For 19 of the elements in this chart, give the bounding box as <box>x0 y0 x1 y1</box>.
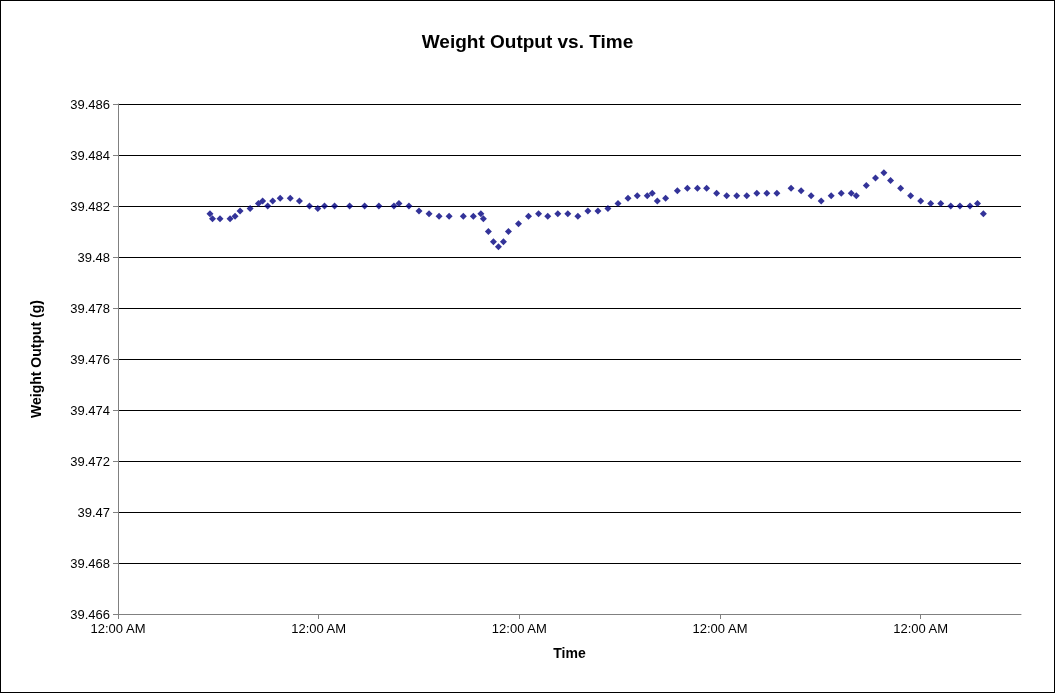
y-tick-label: 39.468 <box>70 555 110 571</box>
x-tick-label: 12:00 AM <box>893 621 949 636</box>
y-tick-label: 39.482 <box>70 198 110 214</box>
y-tick-label: 39.474 <box>70 402 110 418</box>
x-axis-title: Time <box>553 645 586 661</box>
chart-title: Weight Output vs. Time <box>421 31 634 52</box>
y-axis-title: Weight Output (g) <box>28 300 44 418</box>
x-tick-label: 12:00 AM <box>90 621 146 636</box>
x-tick-label: 12:00 AM <box>692 621 748 636</box>
x-tick-label: 12:00 AM <box>291 621 347 636</box>
y-tick-label: 39.476 <box>70 351 110 367</box>
y-tick-label: 39.47 <box>77 504 110 520</box>
y-tick-label: 39.466 <box>70 606 110 622</box>
y-tick-label: 39.486 <box>70 96 110 112</box>
y-tick-label: 39.48 <box>77 249 110 265</box>
y-tick-label: 39.478 <box>70 300 110 316</box>
y-tick-label: 39.472 <box>70 453 110 469</box>
x-tick-label: 12:00 AM <box>491 621 547 636</box>
y-tick-label: 39.484 <box>70 147 110 163</box>
